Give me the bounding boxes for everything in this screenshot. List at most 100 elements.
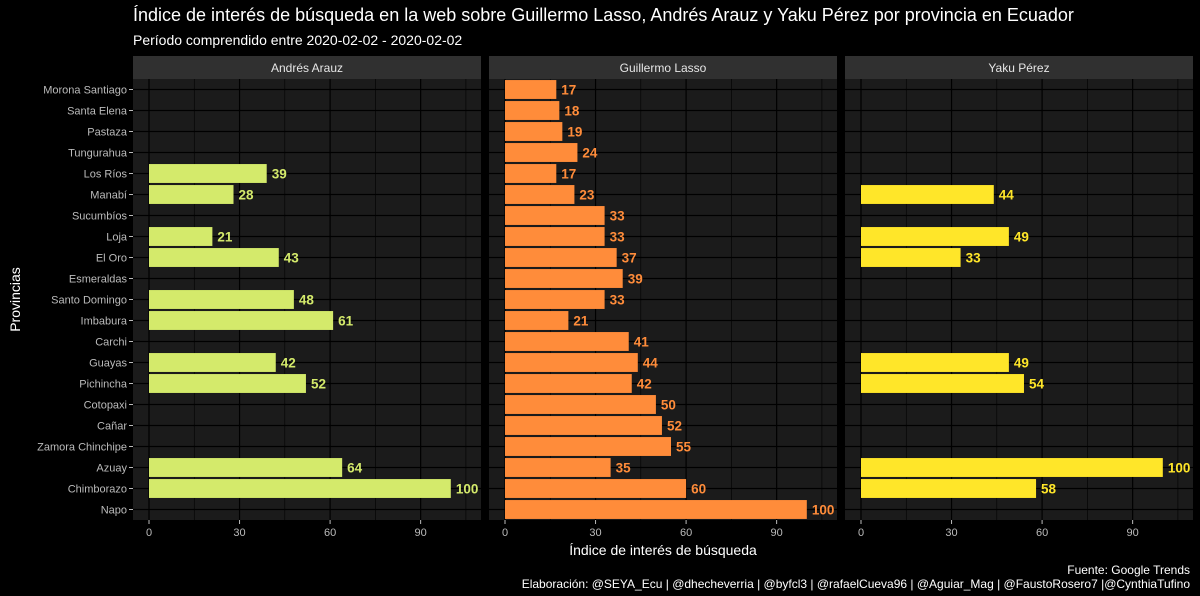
bar [505, 227, 605, 246]
chart-subtitle: Período comprendido entre 2020-02-02 - 2… [133, 32, 463, 48]
y-tick-label: Pastaza [87, 127, 128, 139]
bar-value-label: 42 [637, 377, 652, 392]
bar [861, 374, 1024, 393]
bar-value-label: 49 [1014, 230, 1029, 245]
x-tick-label: 60 [1036, 527, 1048, 539]
bar-value-label: 64 [347, 461, 363, 476]
chart-title: Índice de interés de búsqueda en la web … [133, 5, 1074, 25]
facet-strip [845, 56, 1193, 79]
bar-value-label: 44 [643, 356, 659, 371]
bar [505, 479, 687, 498]
x-tick-label: 90 [415, 527, 427, 539]
bar-value-label: 24 [582, 146, 598, 161]
x-tick-label: 0 [502, 527, 508, 539]
bar [505, 164, 557, 183]
bar-value-label: 52 [667, 419, 682, 434]
x-tick-label: 30 [589, 527, 601, 539]
bar-value-label: 49 [1014, 356, 1029, 371]
y-tick-label: El Oro [96, 253, 127, 265]
bar-value-label: 48 [299, 293, 315, 308]
bar-value-label: 33 [610, 209, 626, 224]
facet-label: Yaku Pérez [988, 61, 1049, 75]
bar-value-label: 28 [239, 188, 255, 203]
bar [505, 332, 629, 351]
x-tick-label: 60 [324, 527, 336, 539]
bar [505, 458, 611, 477]
bar-value-label: 60 [691, 482, 706, 497]
bar [505, 311, 569, 330]
bar [861, 353, 1009, 372]
bar [149, 185, 234, 204]
bar-value-label: 33 [610, 230, 626, 245]
x-tick-label: 90 [771, 527, 783, 539]
bar [505, 248, 617, 267]
bar [149, 227, 213, 246]
bar [505, 374, 632, 393]
bar [505, 437, 671, 456]
bar-value-label: 55 [676, 440, 692, 455]
facet-strip [133, 56, 481, 79]
bar-value-label: 33 [610, 293, 626, 308]
x-axis-title: Índice de interés de búsqueda [569, 542, 757, 558]
bar-value-label: 100 [456, 482, 479, 497]
bar-value-label: 18 [564, 104, 580, 119]
bar-value-label: 17 [561, 167, 576, 182]
x-tick-label: 90 [1127, 527, 1139, 539]
bar-value-label: 100 [812, 503, 835, 518]
bar-value-label: 41 [634, 335, 650, 350]
bar [505, 143, 578, 162]
bar-value-label: 37 [622, 251, 637, 266]
y-tick-label: Loja [106, 232, 128, 244]
bar-value-label: 39 [272, 167, 287, 182]
bar-value-label: 39 [628, 272, 643, 287]
bar [505, 269, 623, 288]
bar-value-label: 44 [999, 188, 1015, 203]
y-tick-label: Morona Santiago [43, 85, 127, 97]
bar-value-label: 33 [966, 251, 982, 266]
bar-value-label: 19 [567, 125, 582, 140]
y-axis-title: Provincias [7, 267, 23, 332]
y-tick-label: Esmeraldas [69, 274, 128, 286]
y-tick-label: Santo Domingo [51, 295, 127, 307]
bar [505, 290, 605, 309]
y-tick-label: Chimborazo [68, 484, 127, 496]
bar [861, 227, 1009, 246]
bar [505, 206, 605, 225]
bar-value-label: 35 [616, 461, 632, 476]
bar [861, 185, 994, 204]
bar [149, 479, 451, 498]
bar [505, 122, 563, 141]
y-tick-label: Manabí [90, 190, 127, 202]
facet-strip [489, 56, 837, 79]
y-tick-label: Santa Elena [67, 106, 128, 118]
bar-value-label: 17 [561, 83, 576, 98]
facet-label: Guillermo Lasso [620, 61, 707, 75]
y-tick-label: Imbabura [81, 316, 128, 328]
y-tick-label: Pichincha [79, 379, 128, 391]
x-tick-label: 0 [146, 527, 152, 539]
x-tick-label: 0 [858, 527, 864, 539]
y-tick-label: Carchi [95, 337, 127, 349]
bar-value-label: 23 [579, 188, 595, 203]
bar [149, 458, 343, 477]
bar-value-label: 42 [281, 356, 296, 371]
y-tick-label: Los Ríos [84, 169, 128, 181]
bar [149, 353, 276, 372]
bar-value-label: 50 [661, 398, 676, 413]
y-tick-label: Cotopaxi [84, 400, 127, 412]
bar [505, 101, 560, 120]
bar [505, 80, 557, 99]
bar-value-label: 61 [338, 314, 354, 329]
bar-value-label: 58 [1041, 482, 1057, 497]
facet-label: Andrés Arauz [271, 61, 343, 75]
bar [861, 479, 1037, 498]
bar [505, 185, 575, 204]
bar [861, 248, 961, 267]
y-tick-label: Zamora Chinchipe [37, 442, 127, 454]
bar [861, 458, 1163, 477]
bar [505, 416, 662, 435]
bar [149, 374, 306, 393]
y-tick-label: Sucumbíos [72, 211, 128, 223]
bar [149, 290, 294, 309]
